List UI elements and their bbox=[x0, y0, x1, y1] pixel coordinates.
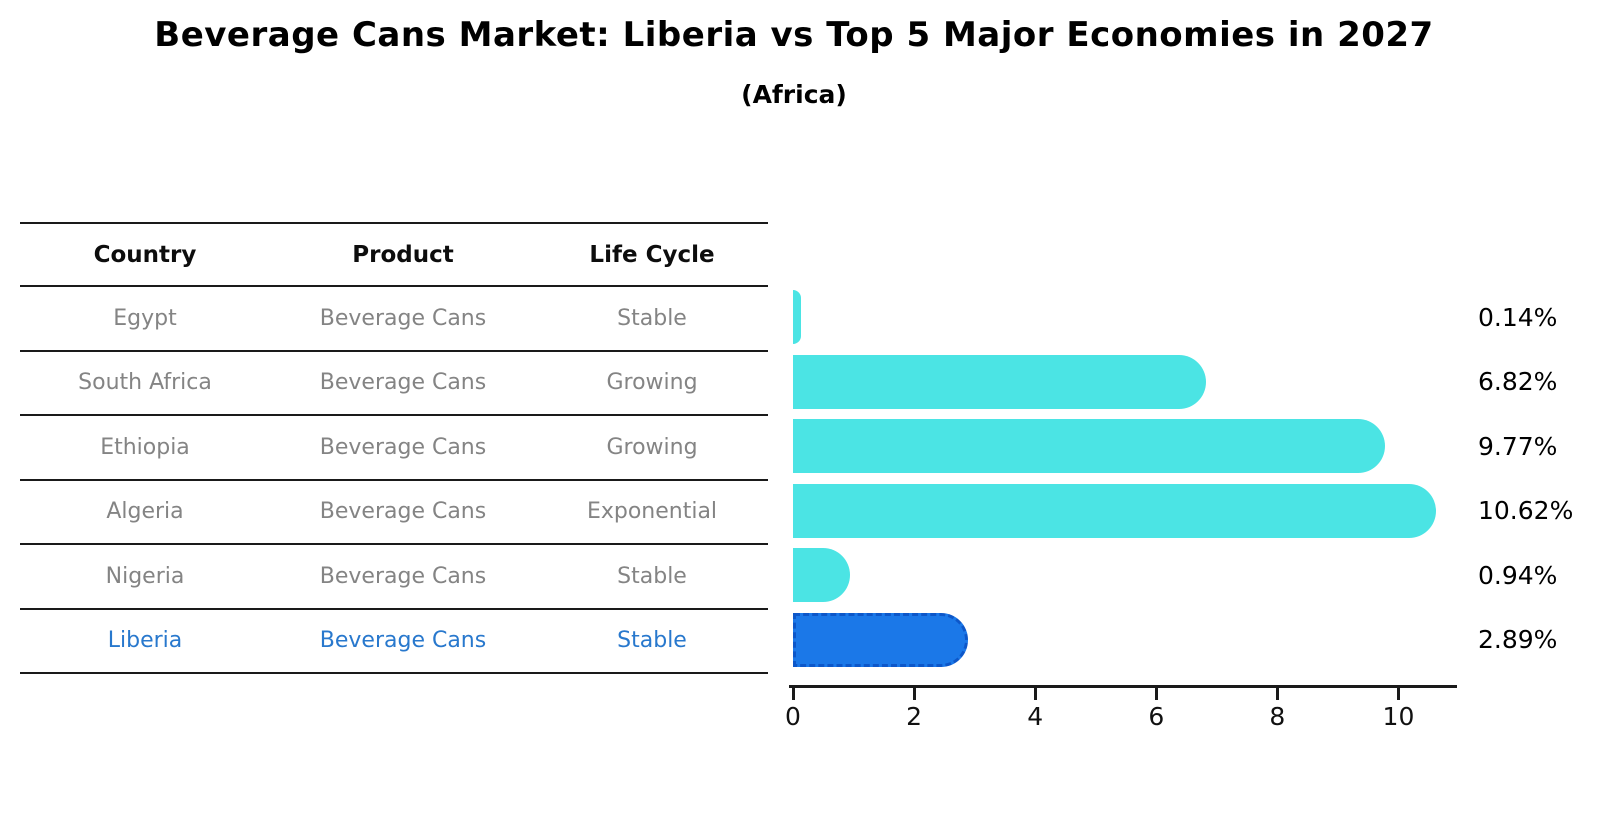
cell-product: Beverage Cans bbox=[319, 370, 487, 396]
x-axis-tick-label: 4 bbox=[1027, 702, 1044, 731]
bar-egypt bbox=[793, 290, 802, 344]
x-axis-tick bbox=[1033, 688, 1037, 700]
x-axis-tick-label: 6 bbox=[1148, 702, 1165, 731]
cell-country: Algeria bbox=[106, 499, 184, 525]
horizontal-bar-chart: 0.14% 6.82% 9.77% 10.62% 0.94% 2.89% 0 2… bbox=[785, 285, 1604, 765]
value-label-egypt: 0.14% bbox=[1478, 302, 1558, 332]
x-axis-tick-label: 2 bbox=[906, 702, 923, 731]
country-table: Country Product Life Cycle Egypt Beverag… bbox=[20, 222, 768, 674]
cell-life-cycle: Stable bbox=[617, 563, 687, 589]
x-axis-tick-label: 10 bbox=[1382, 702, 1415, 731]
cell-life-cycle: Stable bbox=[617, 628, 687, 654]
cell-product: Beverage Cans bbox=[319, 305, 487, 331]
value-label-south-africa: 6.82% bbox=[1478, 367, 1558, 396]
cell-country: South Africa bbox=[78, 370, 212, 396]
column-header-product: Product bbox=[352, 241, 454, 268]
table-row-algeria: Algeria Beverage Cans Exponential bbox=[20, 478, 768, 544]
cell-life-cycle: Exponential bbox=[586, 499, 718, 525]
bar-south-africa bbox=[793, 354, 1206, 409]
column-header-life-cycle: Life Cycle bbox=[589, 241, 715, 268]
value-label-nigeria: 0.94% bbox=[1478, 560, 1558, 590]
bar-ethiopia bbox=[793, 419, 1385, 473]
cell-product: Beverage Cans bbox=[319, 499, 487, 525]
x-axis-tick-label: 8 bbox=[1269, 702, 1286, 731]
x-axis-tick bbox=[912, 688, 916, 700]
table-row-nigeria: Nigeria Beverage Cans Stable bbox=[20, 543, 768, 608]
x-axis-line bbox=[789, 685, 1457, 688]
x-axis-tick bbox=[1396, 688, 1400, 700]
x-axis-tick bbox=[1275, 688, 1279, 700]
table-row-south-africa: South Africa Beverage Cans Growing bbox=[20, 349, 768, 415]
x-axis-tick bbox=[1154, 688, 1158, 700]
cell-country: Egypt bbox=[113, 305, 177, 331]
table-row-egypt: Egypt Beverage Cans Stable bbox=[20, 285, 768, 350]
cell-life-cycle: Stable bbox=[617, 305, 687, 331]
x-axis-tick bbox=[791, 688, 795, 700]
bar-liberia-highlighted bbox=[793, 612, 968, 667]
table-row-ethiopia: Ethiopia Beverage Cans Growing bbox=[20, 414, 768, 479]
cell-country: Ethiopia bbox=[100, 434, 190, 460]
chart-title: Beverage Cans Market: Liberia vs Top 5 M… bbox=[154, 15, 1434, 55]
table-row-liberia: Liberia Beverage Cans Stable bbox=[20, 607, 768, 673]
value-label-liberia: 2.89% bbox=[1478, 625, 1558, 654]
bar-algeria bbox=[793, 483, 1436, 538]
cell-product: Beverage Cans bbox=[319, 628, 487, 654]
value-label-algeria: 10.62% bbox=[1478, 496, 1574, 525]
cell-product: Beverage Cans bbox=[319, 563, 487, 589]
bar-nigeria bbox=[793, 548, 850, 602]
cell-product: Beverage Cans bbox=[319, 434, 487, 460]
value-label-ethiopia: 9.77% bbox=[1478, 431, 1558, 461]
chart-subtitle: (Africa) bbox=[741, 80, 847, 109]
column-header-country: Country bbox=[93, 241, 197, 268]
cell-country: Nigeria bbox=[105, 563, 185, 589]
x-axis-tick-label: 0 bbox=[785, 702, 801, 731]
cell-country: Liberia bbox=[107, 628, 183, 654]
table-header-row: Country Product Life Cycle bbox=[20, 222, 768, 285]
cell-life-cycle: Growing bbox=[606, 370, 698, 396]
cell-life-cycle: Growing bbox=[606, 434, 698, 460]
